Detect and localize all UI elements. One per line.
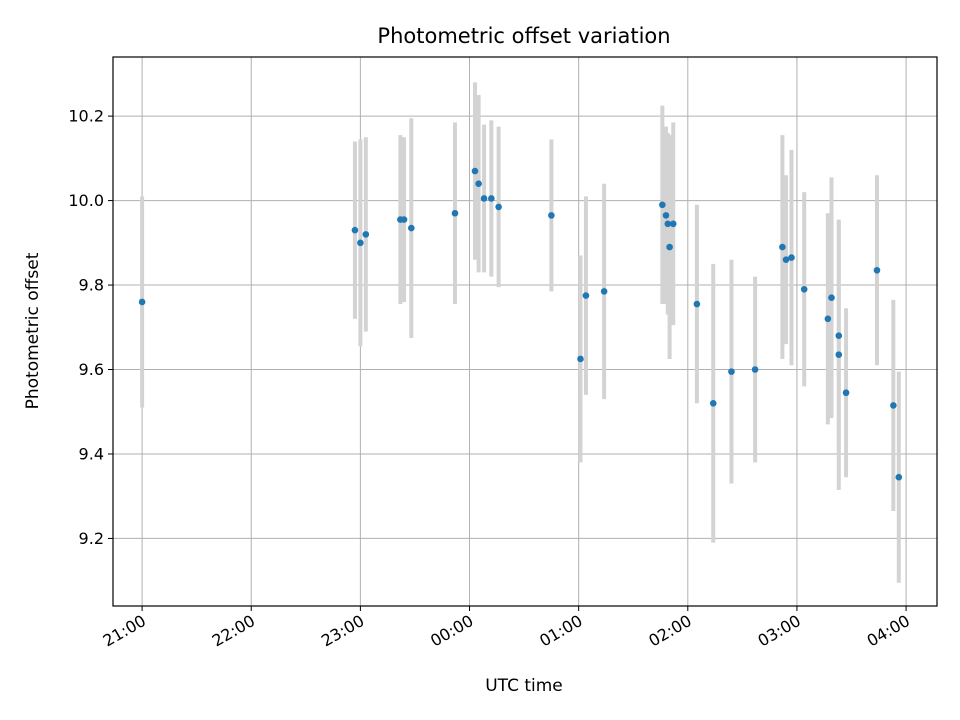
data-point [779, 243, 786, 251]
data-point [842, 389, 850, 397]
data-point [400, 216, 408, 223]
data-points [138, 167, 903, 481]
data-point [138, 298, 146, 306]
chart-title: Photometric offset variation [377, 24, 670, 48]
data-point [357, 239, 364, 247]
data-point [873, 266, 881, 274]
data-point [362, 231, 370, 238]
data-point [548, 212, 555, 219]
data-point [351, 226, 359, 234]
data-point [451, 209, 459, 217]
data-point [788, 254, 795, 261]
y-tick-label: 9.4 [79, 444, 104, 463]
data-point [782, 256, 790, 264]
y-tick-label: 10.2 [68, 107, 104, 126]
data-point [835, 351, 843, 359]
y-tick-label: 9.6 [79, 360, 104, 379]
data-point [664, 220, 672, 228]
data-point [480, 195, 488, 202]
data-point [488, 195, 495, 202]
y-tick-label: 9.2 [79, 529, 104, 548]
data-point [600, 288, 608, 295]
data-point [662, 212, 670, 219]
y-axis: 9.2 9.4 9.6 9.8 10.0 10.2 [68, 107, 113, 548]
y-tick-label: 9.8 [79, 276, 104, 295]
data-point [824, 315, 832, 323]
data-point [693, 300, 701, 308]
data-point [751, 366, 759, 373]
data-point [890, 402, 897, 409]
data-point [659, 201, 666, 209]
data-point [475, 180, 482, 187]
data-point [709, 399, 717, 407]
y-tick-label: 10.0 [68, 191, 104, 210]
data-point [835, 332, 843, 340]
data-point [895, 473, 903, 481]
x-axis-label: UTC time [485, 676, 563, 696]
data-point [495, 203, 502, 211]
data-point [577, 355, 584, 363]
plot-frame [112, 56, 938, 607]
data-point [582, 292, 590, 299]
data-point [728, 368, 735, 375]
y-axis-label: Photometric offset [23, 252, 43, 409]
data-point [828, 294, 835, 302]
data-point [408, 224, 415, 232]
data-point [471, 167, 479, 175]
data-point [800, 285, 808, 293]
data-point [666, 243, 673, 251]
data-point [669, 220, 677, 228]
